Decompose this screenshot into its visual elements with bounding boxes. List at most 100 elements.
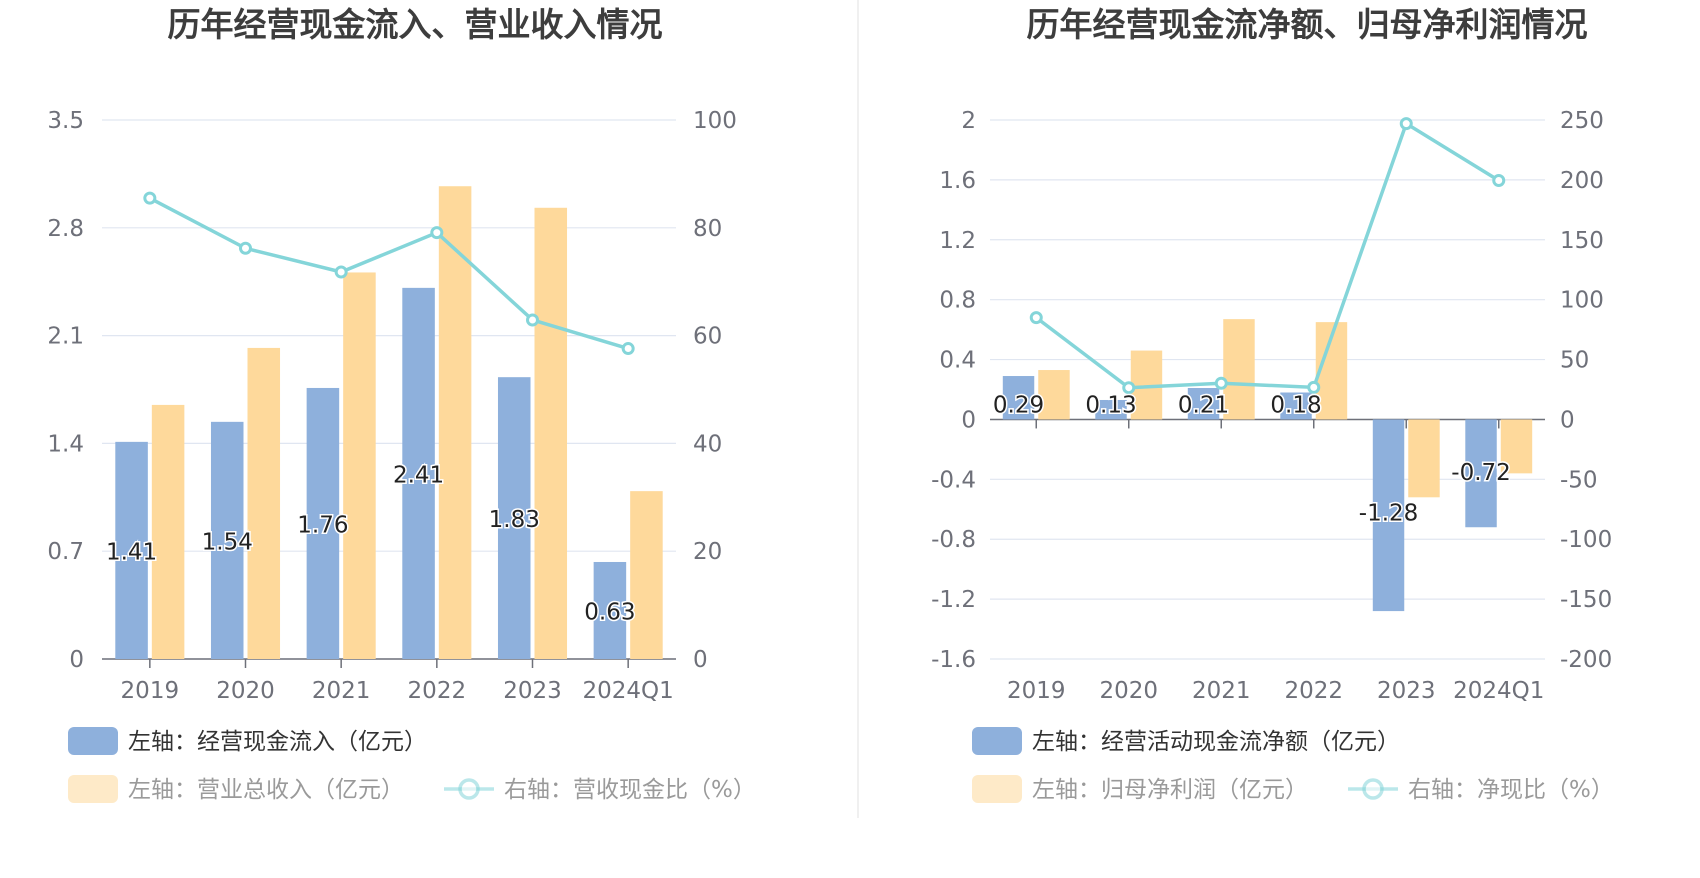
ratio-point-2023: [1399, 117, 1413, 131]
bar-primary-2020: [210, 421, 244, 659]
chart-title: 历年经营现金流入、营业收入情况: [168, 5, 663, 44]
bar-primary-2020: [1095, 399, 1127, 420]
right-axis-tick: -150: [1560, 587, 1612, 613]
bar-secondary-2023: [534, 207, 568, 659]
ratio-point-2022: [430, 226, 444, 240]
left-axis-tick: 0: [69, 647, 84, 673]
right-axis-tick: 200: [1560, 168, 1604, 194]
right-axis-tick: 250: [1560, 108, 1604, 134]
bar-data-label: 0.13: [1085, 392, 1136, 418]
category-label: 2021: [312, 678, 371, 704]
left-axis-tick: 1.6: [939, 168, 976, 194]
left-axis-tick: 1.4: [47, 431, 84, 457]
legend-label: 左轴：经营现金流入（亿元）: [128, 729, 427, 755]
category-label: 2023: [1377, 678, 1436, 704]
bar-data-label: -1.28: [1359, 500, 1419, 526]
ratio-point-2021: [1214, 376, 1228, 390]
bar-secondary-2024Q1: [1500, 419, 1533, 474]
bar-secondary-2024Q1: [630, 491, 663, 659]
bar-secondary-2021: [343, 272, 376, 659]
left-axis-tick: 0.7: [47, 539, 84, 565]
right-axis-tick: 40: [693, 431, 722, 457]
right-axis-tick: 100: [1560, 288, 1604, 314]
category-label: 2020: [1099, 678, 1158, 704]
bar-primary-2024Q1: [593, 561, 627, 659]
ratio-point-2019: [143, 191, 157, 205]
right-axis-tick: 0: [693, 647, 708, 673]
bar-primary-2023: [497, 377, 531, 659]
right-axis-tick: 80: [693, 216, 722, 242]
ratio-point-2024Q1: [1492, 173, 1506, 187]
bar-primary-2022: [1280, 392, 1312, 420]
bar-data-label: 0.63: [584, 599, 635, 625]
right-axis-tick: -200: [1560, 647, 1612, 673]
bar-data-label: 0.29: [993, 392, 1044, 418]
ratio-point-2020: [1122, 381, 1136, 395]
legend-label: 左轴：营业总收入（亿元）: [128, 777, 404, 803]
bar-secondary-2019: [1038, 370, 1070, 420]
bar-data-label: 1.54: [202, 529, 253, 555]
left-axis-tick: -1.6: [931, 647, 976, 673]
bar-secondary-2020: [247, 347, 281, 659]
ratio-point-2022: [1307, 380, 1321, 394]
ratio-point-2024Q1: [621, 342, 635, 356]
right-axis-tick: 100: [693, 108, 737, 134]
bar-data-label: -0.72: [1451, 460, 1511, 486]
bar-data-label: 0.21: [1178, 392, 1229, 418]
bar-primary-2019: [1002, 376, 1035, 420]
bar-primary-2022: [402, 287, 435, 659]
bar-primary-2019: [115, 441, 148, 659]
category-label: 2021: [1192, 678, 1251, 704]
right-axis-tick: -100: [1560, 527, 1612, 553]
right-axis-tick: 150: [1560, 228, 1604, 254]
category-label: 2023: [503, 678, 562, 704]
legend-swatch: [68, 775, 118, 803]
bar-secondary-2022: [438, 186, 472, 659]
right-axis-tick: 0: [1560, 407, 1575, 433]
legend-swatch: [972, 727, 1022, 755]
bar-data-label: 1.76: [297, 512, 348, 538]
bar-data-label: 0.18: [1270, 392, 1321, 418]
left-axis-tick: -0.4: [931, 467, 976, 493]
left-axis-tick: 3.5: [47, 108, 84, 134]
ratio-line: [1035, 120, 1500, 390]
category-label: 2020: [216, 678, 275, 704]
right-axis-tick: 20: [693, 539, 722, 565]
bar-secondary-2019: [151, 404, 185, 659]
legend-label: 左轴：经营活动现金流净额（亿元）: [1032, 729, 1400, 755]
legend-label: 右轴：营收现金比（%）: [504, 777, 756, 803]
legend-swatch: [972, 775, 1022, 803]
net-cashflow-profit-chart: 历年经营现金流净额、归母净利润情况 2 1.6 1.2 0.8 0.4 0 -0.4 -0.8 -…: [931, 5, 1614, 803]
legend-line-marker: [1362, 778, 1384, 800]
legend-swatch: [68, 727, 118, 755]
left-axis-tick: 2.1: [47, 324, 84, 350]
left-axis-tick: -0.8: [931, 527, 976, 553]
bar-secondary-2023: [1408, 419, 1440, 498]
category-label: 2019: [121, 678, 180, 704]
cash-inflow-revenue-chart: 历年经营现金流入、营业收入情况 3.5 2.8 2.1 1.4 0.7 0 100 80 60 40…: [47, 5, 756, 803]
bar-data-label: 1.83: [489, 507, 540, 533]
legend-label: 左轴：归母净利润（亿元）: [1032, 777, 1308, 803]
left-axis-tick: 0.4: [939, 348, 976, 374]
category-label: 2019: [1007, 678, 1066, 704]
right-axis-tick: -50: [1560, 467, 1598, 493]
legend-line-marker: [458, 778, 480, 800]
bar-primary-2021: [306, 387, 340, 659]
bar-primary-2024Q1: [1465, 419, 1497, 528]
ratio-point-2020: [239, 241, 252, 255]
left-axis-tick: 2: [961, 108, 976, 134]
ratio-point-2023: [526, 313, 539, 327]
right-axis-tick: 50: [1560, 348, 1589, 374]
category-label: 2024Q1: [583, 678, 674, 704]
category-label: 2022: [1284, 678, 1343, 704]
bar-secondary-2021: [1223, 319, 1255, 420]
ratio-point-2021: [334, 265, 348, 279]
ratio-line: [149, 196, 629, 351]
left-axis-tick: -1.2: [931, 587, 976, 613]
left-axis-tick: 2.8: [47, 216, 84, 242]
chart-title: 历年经营现金流净额、归母净利润情况: [1027, 5, 1588, 44]
category-label: 2024Q1: [1453, 678, 1544, 704]
category-label: 2022: [408, 678, 467, 704]
